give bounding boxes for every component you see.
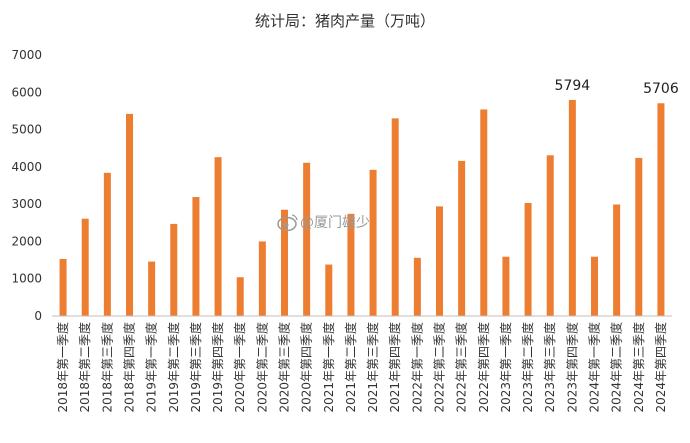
y-tick-label: 6000 [11,85,42,99]
x-tick-label: 2019年第二季度 [166,322,181,413]
x-tick-label: 2021年第一季度 [321,322,336,413]
bar [657,103,665,316]
x-tick-label: 2020年第三季度 [277,322,292,413]
x-tick-label: 2024年第三季度 [631,322,646,413]
x-axis-ticks: 2018年第一季度 2018年第二季度 2018年第三季度 2018年第四季度 2019… [55,322,668,413]
bar [436,206,443,316]
x-tick-label: 2018年第三季度 [99,322,114,413]
x-tick-label: 2024年第四季度 [653,322,668,413]
x-tick-label: 2019年第三季度 [188,322,203,413]
bar [347,213,355,316]
x-tick-label: 2020年第二季度 [254,322,269,413]
bar [391,118,399,316]
x-tick-label: 2019年第一季度 [144,322,159,413]
data-labels: 5794 5706 [555,78,679,97]
y-tick-label: 4000 [11,160,42,174]
bar [214,157,222,316]
x-tick-label: 2020年第一季度 [232,322,247,413]
y-tick-label: 0 [34,309,42,323]
bars [59,99,665,317]
x-tick-label: 2020年第四季度 [299,322,314,413]
bar [325,264,333,316]
x-tick-label: 2022年第三季度 [454,322,469,413]
x-tick-label: 2022年第二季度 [432,322,447,413]
y-tick-label: 7000 [11,48,42,62]
bar [568,99,576,316]
bar [126,113,133,316]
watermark-text: @厦门雄少 [300,215,370,231]
bar [369,169,377,316]
data-label: 5706 [643,81,679,97]
bar [635,157,643,316]
bar [480,109,488,317]
x-tick-label: 2023年第二季度 [520,322,535,413]
bar [524,203,532,316]
x-tick-label: 2022年第四季度 [476,322,491,413]
y-tick-label: 1000 [11,272,42,286]
x-tick-label: 2024年第二季度 [609,322,624,413]
x-tick-label: 2021年第三季度 [365,322,380,413]
bar [192,197,200,316]
x-tick-label: 2023年第四季度 [564,322,579,413]
y-tick-label: 5000 [11,123,42,137]
bar [502,256,510,316]
x-tick-label: 2018年第四季度 [122,322,137,413]
bar [81,218,89,316]
watermark: @厦门雄少 [277,214,370,232]
bar [613,204,621,316]
bar [546,155,554,316]
bar [281,209,288,316]
x-tick-label: 2023年第一季度 [498,322,513,413]
y-tick-label: 2000 [11,234,42,248]
x-tick-label: 2024年第一季度 [587,322,602,413]
bar [59,258,67,316]
x-tick-label: 2021年第四季度 [387,322,402,413]
bar [303,162,311,316]
bar [591,256,598,316]
weibo-icon [277,214,298,232]
data-label: 5794 [555,78,591,94]
bar [413,257,421,316]
y-axis-ticks: 0 1000 2000 3000 4000 5000 6000 7000 [11,48,42,323]
bar [170,223,178,316]
bar [148,261,156,316]
bar [103,172,111,316]
x-tick-label: 2018年第一季度 [55,322,70,413]
bar [258,241,266,316]
x-tick-label: 2022年第一季度 [409,322,424,413]
x-tick-label: 2019年第四季度 [210,322,225,413]
x-tick-label: 2018年第二季度 [77,322,92,413]
chart-title: 统计局：猪肉产量（万吨） [255,12,435,30]
x-tick-label: 2023年第三季度 [542,322,557,413]
x-tick-label: 2021年第二季度 [343,322,358,413]
y-tick-label: 3000 [11,197,42,211]
bar [458,160,466,316]
bar [236,277,244,316]
